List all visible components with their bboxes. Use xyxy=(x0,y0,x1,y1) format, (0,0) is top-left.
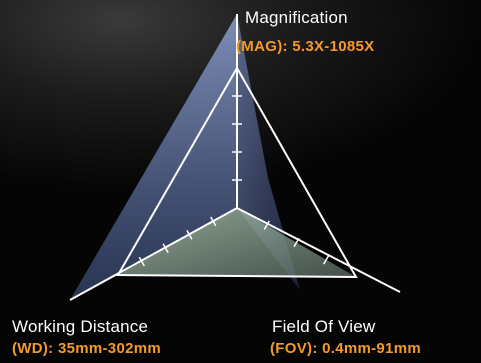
tick-marks xyxy=(138,95,330,267)
tick-wd-3 xyxy=(162,243,169,253)
axis-wd xyxy=(69,207,238,301)
working-distance-label: Working Distance xyxy=(12,317,149,336)
axis-fov xyxy=(236,207,401,293)
working-distance-value: (WD): 35mm-302mm xyxy=(12,340,161,357)
magnification-value: (MAG): 5.3X-1085X xyxy=(236,38,375,55)
pyramid-face-bottom xyxy=(118,208,356,277)
inner-triangle xyxy=(116,65,358,279)
magnification-label: Magnification xyxy=(245,8,348,27)
tick-wd-1 xyxy=(210,216,217,227)
tick-fov-3 xyxy=(323,255,330,265)
pyramid-face-left xyxy=(70,14,237,300)
tick-wd-2 xyxy=(186,230,193,240)
tick-fov-1 xyxy=(263,220,270,230)
field-of-view-value: (FOV): 0.4mm-91mm xyxy=(270,340,421,357)
axes xyxy=(69,14,401,301)
tick-fov-2 xyxy=(293,237,300,248)
tick-wd-4 xyxy=(138,256,145,267)
field-of-view-label: Field Of View xyxy=(272,317,376,336)
